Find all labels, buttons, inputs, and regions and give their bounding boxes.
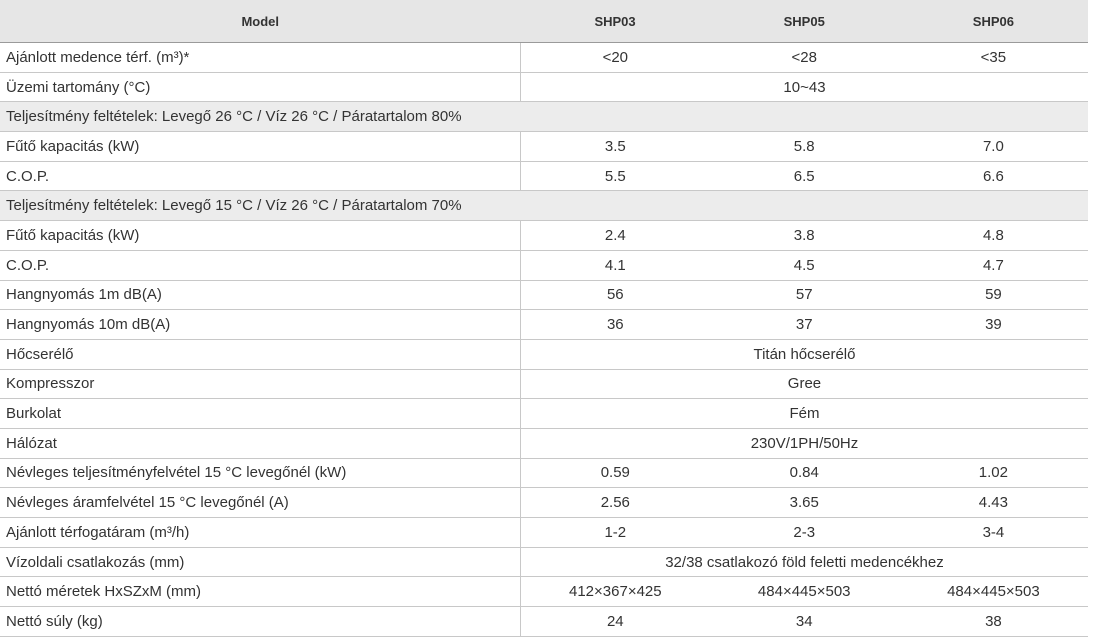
row-label: Ajánlott medence térf. (m³)* [0, 42, 521, 73]
table-row: Hőcserélő Titán hőcserélő [0, 339, 1088, 370]
value-cell: 484×445×503 [709, 576, 899, 608]
header-row: Model SHP03 SHP05 SHP06 [0, 0, 1088, 43]
header-cell: SHP03 [520, 0, 710, 43]
value-cell: Titán hőcserélő [520, 339, 1088, 370]
value-cell: <35 [898, 42, 1088, 73]
value-cell: Fém [520, 398, 1088, 429]
value-cell: 32/38 csatlakozó föld feletti medencékhe… [520, 547, 1088, 578]
row-label: Kompresszor [0, 369, 521, 400]
row-label: C.O.P. [0, 250, 521, 281]
value-cell: 36 [520, 309, 710, 340]
header-cell: SHP06 [898, 0, 1088, 43]
section-cell: Teljesítmény feltételek: Levegő 26 °C / … [0, 101, 1088, 133]
row-label: Ajánlott térfogatáram (m³/h) [0, 517, 521, 548]
row-label: Fűtő kapacitás (kW) [0, 131, 521, 162]
value-cell: <28 [709, 42, 899, 73]
row-label: Fűtő kapacitás (kW) [0, 220, 521, 251]
value-cell: 1.02 [898, 458, 1088, 489]
table-row: Burkolat Fém [0, 398, 1088, 429]
table-row: Nettó méretek HxSZxM (mm) 412×367×425 484×… [0, 576, 1088, 608]
value-cell: 6.6 [898, 161, 1088, 192]
value-cell: 1-2 [520, 517, 710, 548]
value-cell: 6.5 [709, 161, 899, 192]
row-label: Hangnyomás 10m dB(A) [0, 309, 521, 340]
value-cell: 4.5 [709, 250, 899, 281]
row-label: Üzemi tartomány (°C) [0, 72, 521, 103]
value-cell: 5.8 [709, 131, 899, 162]
table-row: Hálózat 230V/1PH/50Hz [0, 428, 1088, 459]
value-cell: 57 [709, 280, 899, 311]
row-label: C.O.P. [0, 161, 521, 192]
value-cell: 39 [898, 309, 1088, 340]
row-label: Névleges áramfelvétel 15 °C levegőnél (A… [0, 487, 521, 518]
value-cell: 412×367×425 [520, 576, 710, 608]
row-label: Hálózat [0, 428, 521, 459]
value-cell: <20 [520, 42, 710, 73]
section-cell: Teljesítmény feltételek: Levegő 15 °C / … [0, 190, 1088, 222]
value-cell: 10~43 [520, 72, 1088, 103]
value-cell: 3.5 [520, 131, 710, 162]
value-cell: 3.8 [709, 220, 899, 251]
value-cell: 230V/1PH/50Hz [520, 428, 1088, 459]
row-label: Burkolat [0, 398, 521, 429]
row-label: Hangnyomás 1m dB(A) [0, 280, 521, 311]
row-label: Nettó méretek HxSZxM (mm) [0, 576, 521, 608]
value-cell: 3.65 [709, 487, 899, 518]
value-cell: 38 [898, 606, 1088, 637]
value-cell: 0.84 [709, 458, 899, 489]
value-cell: 2-3 [709, 517, 899, 548]
value-cell: 7.0 [898, 131, 1088, 162]
value-cell: 4.8 [898, 220, 1088, 251]
table-row: Ajánlott térfogatáram (m³/h) 1-2 2-3 3-4 [0, 517, 1088, 548]
value-cell: 4.43 [898, 487, 1088, 518]
value-cell: 2.4 [520, 220, 710, 251]
table-row: Fűtő kapacitás (kW) 3.5 5.8 7.0 [0, 131, 1088, 162]
value-cell: 34 [709, 606, 899, 637]
row-label: Vízoldali csatlakozás (mm) [0, 547, 521, 578]
table-row: Kompresszor Gree [0, 369, 1088, 400]
table-row: Vízoldali csatlakozás (mm) 32/38 csatlako… [0, 547, 1088, 578]
value-cell: 2.56 [520, 487, 710, 518]
value-cell: 59 [898, 280, 1088, 311]
value-cell: 5.5 [520, 161, 710, 192]
table-row: Névleges teljesítményfelvétel 15 °C leve… [0, 458, 1088, 489]
value-cell: Gree [520, 369, 1088, 400]
table-row: Teljesítmény feltételek: Levegő 15 °C / … [0, 190, 1088, 222]
value-cell: 4.1 [520, 250, 710, 281]
value-cell: 24 [520, 606, 710, 637]
row-label: Névleges teljesítményfelvétel 15 °C leve… [0, 458, 521, 489]
header-cell: SHP05 [709, 0, 899, 43]
header-cell: Model [0, 0, 521, 43]
table-row: Fűtő kapacitás (kW) 2.4 3.8 4.8 [0, 220, 1088, 251]
table-row: Üzemi tartomány (°C) 10~43 [0, 72, 1088, 103]
table-row: Teljesítmény feltételek: Levegő 26 °C / … [0, 101, 1088, 133]
value-cell: 4.7 [898, 250, 1088, 281]
value-cell: 3-4 [898, 517, 1088, 548]
value-cell: 0.59 [520, 458, 710, 489]
table-row: C.O.P. 4.1 4.5 4.7 [0, 250, 1088, 281]
table-row: Nettó súly (kg) 24 34 38 [0, 606, 1088, 637]
value-cell: 37 [709, 309, 899, 340]
table-row: Ajánlott medence térf. (m³)* <20 <28 <35 [0, 42, 1088, 73]
table-body: Ajánlott medence térf. (m³)* <20 <28 <35 Üze… [0, 42, 1088, 637]
table-row: Névleges áramfelvétel 15 °C levegőnél (A… [0, 487, 1088, 518]
table-row: C.O.P. 5.5 6.5 6.6 [0, 161, 1088, 192]
value-cell: 484×445×503 [898, 576, 1088, 608]
table-row: Hangnyomás 10m dB(A) 36 37 39 [0, 309, 1088, 340]
row-label: Nettó súly (kg) [0, 606, 521, 637]
row-label: Hőcserélő [0, 339, 521, 370]
table-row: Hangnyomás 1m dB(A) 56 57 59 [0, 280, 1088, 311]
value-cell: 56 [520, 280, 710, 311]
